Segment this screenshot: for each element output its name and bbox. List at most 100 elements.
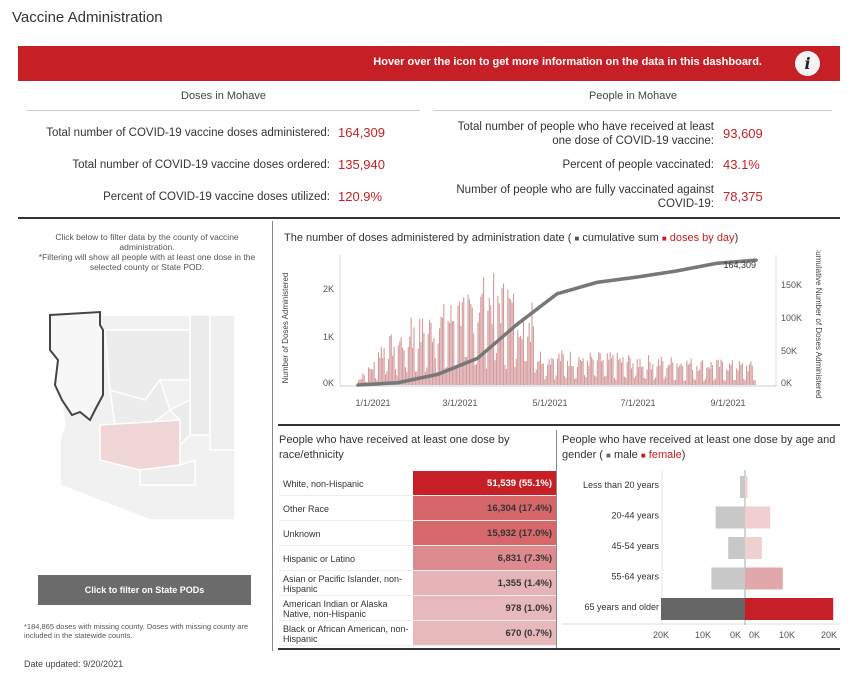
daily-bar[interactable]: [467, 294, 469, 385]
daily-bar[interactable]: [738, 361, 741, 385]
race-row[interactable]: Asian or Pacific Islander, non-Hispanic 1…: [279, 571, 556, 596]
daily-bar[interactable]: [505, 368, 507, 385]
daily-bar[interactable]: [400, 337, 402, 385]
info-icon[interactable]: i: [795, 51, 820, 76]
daily-bar[interactable]: [511, 302, 513, 385]
daily-bar[interactable]: [399, 341, 401, 385]
daily-bar[interactable]: [471, 307, 473, 385]
daily-bar[interactable]: [402, 347, 404, 385]
daily-bar[interactable]: [646, 369, 648, 385]
daily-bar[interactable]: [598, 351, 600, 385]
daily-bar[interactable]: [555, 375, 557, 385]
daily-bar[interactable]: [537, 361, 539, 385]
daily-bar[interactable]: [740, 364, 742, 385]
daily-bar[interactable]: [456, 368, 458, 385]
race-row[interactable]: Unknown 15,932 (17.0%): [279, 521, 556, 546]
daily-bar[interactable]: [632, 363, 634, 385]
daily-bar[interactable]: [466, 357, 468, 385]
daily-bar[interactable]: [728, 363, 731, 385]
daily-bar[interactable]: [748, 364, 750, 385]
daily-bar[interactable]: [733, 380, 735, 385]
daily-bar[interactable]: [716, 360, 718, 385]
daily-bar[interactable]: [585, 377, 587, 385]
daily-bar[interactable]: [507, 289, 509, 385]
daily-bar[interactable]: [727, 370, 729, 385]
daily-bar[interactable]: [441, 317, 443, 385]
daily-bar[interactable]: [694, 379, 696, 385]
daily-bar[interactable]: [551, 357, 553, 385]
daily-bar[interactable]: [589, 352, 591, 385]
daily-bar[interactable]: [382, 358, 384, 385]
daily-bar[interactable]: [478, 312, 480, 385]
daily-bar[interactable]: [581, 361, 583, 385]
daily-bar[interactable]: [544, 379, 546, 385]
daily-bar[interactable]: [521, 339, 523, 385]
daily-bar[interactable]: [508, 298, 510, 385]
daily-bar[interactable]: [619, 358, 621, 385]
daily-bar[interactable]: [645, 378, 647, 385]
daily-bar[interactable]: [448, 323, 451, 385]
daily-bar[interactable]: [753, 380, 755, 385]
daily-bar[interactable]: [659, 365, 661, 385]
daily-bar[interactable]: [693, 379, 695, 385]
daily-bar[interactable]: [387, 358, 389, 385]
daily-bar[interactable]: [480, 296, 482, 385]
daily-bar[interactable]: [485, 368, 488, 385]
county-apache[interactable]: [209, 314, 236, 451]
age-bar-female[interactable]: [745, 598, 834, 620]
daily-bar[interactable]: [454, 368, 456, 385]
daily-bar[interactable]: [743, 378, 745, 385]
age-bar-female[interactable]: [745, 506, 771, 529]
daily-bar[interactable]: [730, 364, 732, 385]
daily-bar[interactable]: [439, 328, 441, 385]
daily-bar[interactable]: [713, 380, 715, 385]
daily-bar[interactable]: [601, 361, 603, 385]
daily-bar[interactable]: [700, 361, 702, 385]
daily-bar[interactable]: [754, 380, 756, 385]
age-bar-male[interactable]: [728, 537, 745, 559]
daily-bar[interactable]: [362, 373, 364, 385]
daily-bar[interactable]: [615, 379, 617, 385]
daily-bar[interactable]: [524, 361, 526, 385]
daily-bar[interactable]: [690, 358, 692, 385]
daily-bar[interactable]: [701, 359, 704, 385]
daily-bar[interactable]: [481, 293, 483, 385]
daily-bar[interactable]: [450, 305, 452, 385]
daily-bar[interactable]: [662, 361, 664, 385]
daily-bar[interactable]: [495, 352, 497, 385]
daily-bar[interactable]: [561, 350, 563, 385]
daily-bar[interactable]: [474, 364, 476, 385]
daily-bar[interactable]: [531, 302, 533, 385]
daily-bar[interactable]: [683, 380, 685, 385]
daily-bar[interactable]: [377, 352, 379, 385]
daily-bar[interactable]: [676, 363, 678, 385]
daily-bar[interactable]: [586, 360, 588, 385]
daily-bar[interactable]: [369, 368, 371, 385]
daily-bar[interactable]: [463, 297, 465, 385]
daily-bar[interactable]: [443, 304, 445, 385]
daily-bar[interactable]: [578, 357, 580, 385]
daily-bar[interactable]: [571, 365, 573, 385]
daily-bar[interactable]: [372, 369, 374, 385]
daily-bar[interactable]: [417, 348, 419, 385]
daily-bar[interactable]: [747, 371, 749, 385]
daily-bar[interactable]: [582, 358, 584, 385]
race-row[interactable]: Black or African American, non-Hispanic 6…: [279, 621, 556, 646]
daily-bar[interactable]: [717, 359, 719, 385]
daily-bar[interactable]: [620, 362, 623, 385]
daily-bar[interactable]: [460, 325, 462, 385]
daily-bar[interactable]: [714, 378, 716, 385]
daily-bar[interactable]: [726, 369, 728, 385]
daily-bar[interactable]: [656, 366, 658, 385]
daily-bar[interactable]: [595, 376, 597, 385]
daily-bar[interactable]: [515, 358, 517, 385]
daily-bar[interactable]: [709, 368, 711, 385]
daily-bar[interactable]: [429, 319, 431, 385]
daily-bar[interactable]: [470, 303, 472, 385]
daily-bar[interactable]: [630, 368, 633, 385]
daily-bar[interactable]: [379, 357, 381, 385]
daily-bar[interactable]: [447, 321, 449, 385]
daily-bar[interactable]: [484, 353, 486, 385]
daily-bar[interactable]: [433, 337, 435, 385]
race-row[interactable]: Other Race 16,304 (17.4%): [279, 496, 556, 521]
